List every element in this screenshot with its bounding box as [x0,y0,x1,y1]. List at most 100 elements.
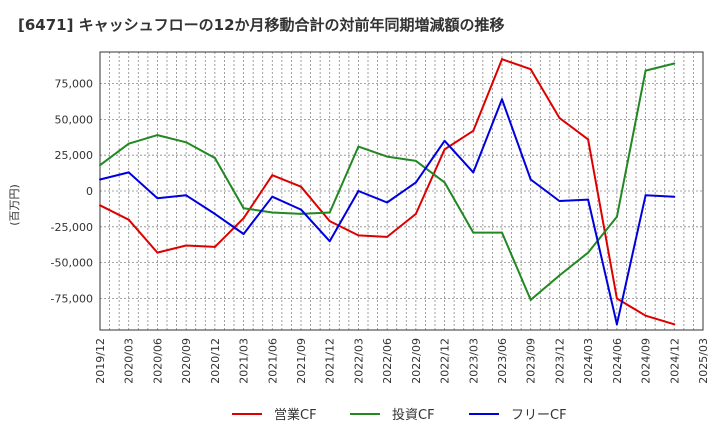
data-point [529,178,532,181]
data-point [587,138,590,141]
data-point [414,181,417,184]
data-point [300,212,302,215]
x-tick-label: 2021/12 [324,338,337,384]
y-axis-label: (百万円) [8,184,21,226]
x-tick-label: 2022/06 [381,338,394,384]
data-point [357,234,360,237]
data-point [501,231,503,234]
data-point [127,142,130,145]
data-point [156,197,159,200]
y-tick-label: 50,000 [55,113,94,126]
x-tick-label: 2020/03 [123,338,136,384]
data-point [615,297,618,300]
data-point [529,298,532,301]
x-tick-label: 2020/12 [209,338,222,384]
data-point [185,244,188,247]
data-point [673,62,676,65]
x-tick-label: 2022/03 [352,338,365,384]
series-lines [99,58,676,326]
data-point [328,220,331,223]
data-point [386,201,389,204]
data-point [558,116,561,119]
x-tick-label: 2024/12 [668,338,681,384]
data-point [99,204,101,207]
x-tick-label: 2020/06 [151,338,164,384]
x-tick-label: 2023/06 [496,338,509,384]
x-axis-ticks: 2019/12 2020/03 2020/06 2020/09 2020/12 2021/… [94,338,710,384]
x-tick-label: 2023/09 [525,338,538,384]
x-tick-label: 2019/12 [94,338,107,384]
data-point [127,171,130,174]
data-point [587,251,590,254]
data-point [644,69,647,72]
data-point [414,159,417,162]
data-point [529,68,532,71]
data-point [213,245,216,248]
data-point [357,190,360,192]
data-point [386,235,389,238]
data-point [156,134,159,137]
data-point [472,129,475,132]
data-point [443,148,446,151]
data-point [213,157,216,160]
data-point [644,314,647,317]
y-axis-ticks: 75,000 50,000 25,000 0 -25,000 -50,000 -75,000 [51,78,93,306]
data-point [271,195,274,198]
data-point [127,218,130,221]
data-point [357,145,360,148]
data-point [300,208,302,211]
legend-label: 営業CF [274,407,317,423]
data-point [558,200,561,203]
data-point [328,240,331,243]
plot-frame [99,51,704,331]
y-tick-label: 75,000 [55,78,94,91]
data-point [615,323,618,326]
legend-label: フリーCF [511,408,567,423]
legend-label: 投資CF [392,407,435,423]
x-tick-label: 2021/03 [238,338,251,384]
data-point [213,212,216,215]
data-point [443,139,446,142]
x-tick-label: 2024/09 [640,338,653,384]
data-point [242,232,245,235]
x-tick-label: 2024/06 [611,338,624,384]
data-point [644,194,647,197]
data-point [271,174,274,177]
data-point [99,178,101,181]
x-tick-label: 2020/09 [180,338,193,384]
data-point [673,323,676,326]
data-point [185,194,188,197]
data-point [156,251,159,254]
gridlines [100,52,703,330]
data-point [328,211,331,214]
data-point [673,195,676,198]
data-point [472,171,475,174]
data-point [99,164,101,167]
y-tick-label: 25,000 [55,149,94,162]
data-point [558,274,561,277]
x-tick-label: 2024/03 [582,338,595,384]
y-tick-label: -25,000 [51,221,93,234]
data-point [501,98,503,101]
data-point [271,211,274,214]
y-tick-label: 0 [86,185,93,198]
data-point [472,231,475,234]
x-tick-label: 2021/09 [295,338,308,384]
data-point [300,185,302,188]
legend: 営業CF 投資CF フリーCF [232,407,567,423]
x-tick-label: 2021/06 [266,338,279,384]
data-point [414,212,417,215]
x-tick-label: 2022/09 [410,338,423,384]
data-point [242,207,245,210]
y-tick-label: -75,000 [51,292,93,305]
chart-title: [6471] キャッシュフローの12か月移動合計の対前年同期増減額の推移 [18,16,505,34]
x-tick-label: 2025/03 [697,338,710,384]
y-tick-label: -50,000 [51,257,93,270]
x-tick-label: 2023/12 [553,338,566,384]
x-tick-label: 2023/03 [467,338,480,384]
x-tick-label: 2022/12 [439,338,452,384]
data-point [443,181,446,184]
data-point [587,198,590,201]
data-point [242,217,245,220]
